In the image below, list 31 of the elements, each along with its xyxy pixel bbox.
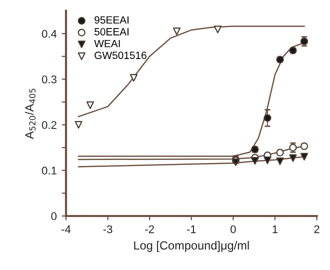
x-tick-label: -3: [103, 225, 112, 234]
point: [289, 154, 297, 162]
point: [276, 148, 284, 156]
point: [251, 157, 259, 165]
point: [300, 152, 308, 161]
y-tick-label: 0.1: [42, 166, 56, 175]
y-axis-title: A$_{520}$/A$_{405}$: [24, 88, 36, 140]
y-tick-label: 0.2: [42, 121, 56, 129]
point: [130, 74, 138, 82]
point: [264, 114, 272, 122]
line-series: [78, 26, 305, 118]
x-tick-label: -4: [62, 225, 71, 234]
y-tick-label: 0.4: [42, 30, 57, 38]
legend-label: 50EEAI: [94, 28, 128, 36]
y-tick-label: 0: [51, 212, 57, 220]
point: [276, 157, 284, 166]
y-tick-label: 0.3: [42, 75, 56, 84]
point: [172, 28, 181, 36]
point: [264, 156, 272, 164]
x-axis-title: Log [Compound]μg/ml: [134, 240, 249, 252]
point: [86, 101, 94, 110]
x-tick-label: 0: [230, 225, 236, 234]
x-tick-label: 1: [272, 225, 278, 234]
x-tick-label: -1: [186, 225, 196, 234]
legend-label: 95EEAI: [94, 16, 128, 24]
point: [214, 26, 222, 34]
point: [74, 120, 82, 129]
x-tick-label: 2: [314, 225, 320, 234]
legend-label: GW501516: [94, 52, 146, 60]
x-tick-label: -2: [145, 225, 154, 234]
legend-label: WEAI: [94, 40, 120, 48]
